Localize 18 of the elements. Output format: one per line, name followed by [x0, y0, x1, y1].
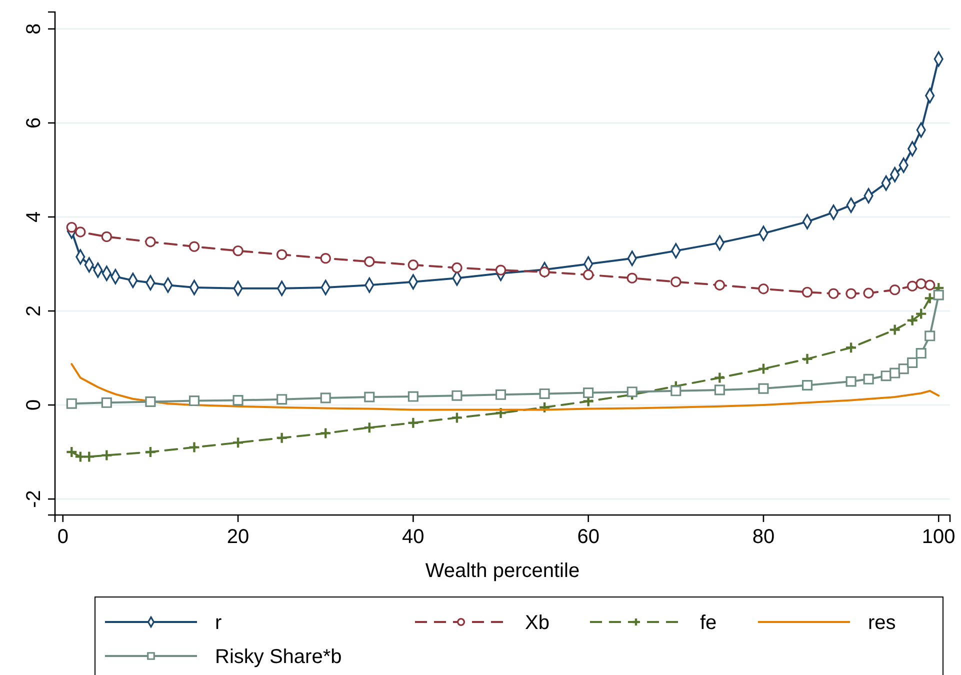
x-tick-label: 0 [57, 526, 68, 548]
y-tick-label: 6 [23, 117, 45, 129]
x-axis-title: Wealth percentile [425, 560, 580, 582]
y-tick-label: -2 [23, 490, 45, 508]
legend-label: Risky Share*b [215, 646, 342, 668]
legend-label: fe [700, 612, 717, 634]
x-tick-label: 40 [402, 526, 424, 548]
x-tick-label: 100 [922, 526, 956, 548]
y-tick-label: 4 [23, 211, 45, 223]
x-tick-label: 80 [752, 526, 775, 548]
legend-label: Xb [525, 612, 550, 634]
x-tick-label: 60 [577, 526, 600, 548]
legend-label: r [215, 612, 222, 634]
x-tick-label: 20 [226, 526, 250, 548]
legend-label: res [868, 612, 896, 634]
y-tick-label: 0 [23, 399, 45, 411]
y-tick-label: 8 [23, 23, 45, 34]
y-tick-label: 2 [23, 305, 45, 317]
